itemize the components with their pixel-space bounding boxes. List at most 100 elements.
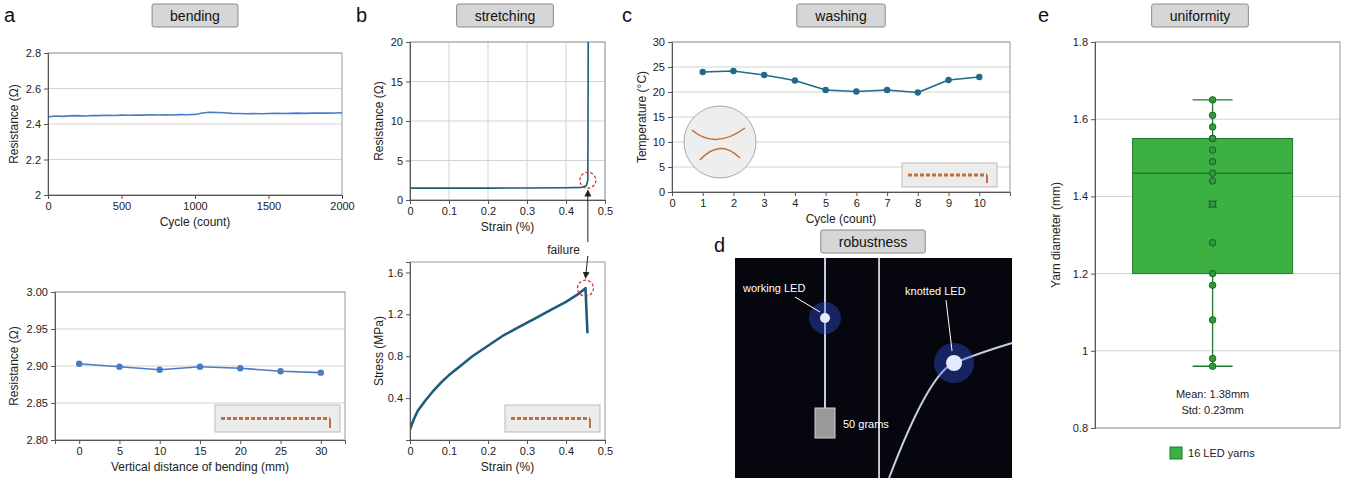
tick: 1.2 [1073, 268, 1095, 280]
tick: 2 [35, 189, 48, 201]
tick-label: 10 [653, 136, 665, 148]
axis-line [668, 43, 673, 193]
data-point [730, 68, 736, 74]
label-pointer [946, 300, 952, 351]
panel-title: washing [814, 8, 866, 24]
tick-label: 30 [315, 445, 327, 457]
tick: 2.95 [27, 323, 55, 335]
tick: 1 [1082, 345, 1095, 357]
tick-label: 1.4 [1073, 190, 1088, 202]
tick-label: 0.2 [481, 445, 496, 457]
tick-label: 0.1 [442, 445, 457, 457]
tick-label: 500 [113, 200, 131, 212]
data-point [1209, 201, 1216, 208]
tick-label: 0 [407, 205, 413, 217]
grid-line [410, 121, 605, 122]
panel-letter: a [4, 4, 16, 26]
tick-mark [44, 124, 48, 125]
tick: 0.1 [442, 200, 457, 217]
tick-mark [979, 192, 980, 196]
axis: 0.811.21.41.61.8 [1073, 36, 1096, 434]
axis: 05101520 [391, 36, 411, 206]
tick-label: 15 [391, 76, 403, 88]
grid-line [410, 81, 605, 82]
axis-line [673, 193, 1011, 197]
tick: 2.6 [26, 83, 48, 95]
tick-label: 0.2 [481, 205, 496, 217]
tick: 10 [391, 115, 410, 127]
photo-label: working LED [742, 282, 805, 294]
tick-mark [406, 82, 410, 83]
data-point [1209, 112, 1216, 119]
tick-label: 0.1 [442, 205, 457, 217]
tick-label: 0.3 [520, 205, 535, 217]
tick-mark [44, 53, 48, 54]
fiber [889, 343, 1012, 478]
inset-yarn [221, 417, 330, 420]
tick: 2.8 [26, 47, 48, 59]
axis-line [44, 54, 49, 196]
tick-label: 8 [915, 197, 921, 209]
inset-frame [902, 163, 997, 187]
tick-label: 0.4 [559, 205, 574, 217]
inset-frame [505, 405, 600, 432]
annotation-arrow [587, 190, 588, 242]
axis-line [56, 441, 346, 445]
annotation: Std: 0.23mm [1181, 404, 1243, 416]
tick-label: 25 [653, 61, 665, 73]
data-point [76, 361, 82, 367]
label-pointer [795, 297, 820, 312]
tick-label: 20 [653, 86, 665, 98]
tick-label: 1.2 [1073, 268, 1088, 280]
data-point [792, 77, 798, 83]
tick-mark [51, 366, 55, 367]
tick-label: 2.6 [26, 83, 41, 95]
panel-header: uniformity [1152, 4, 1249, 27]
x-axis-title: Vertical distance of bending (mm) [111, 460, 289, 474]
chart: 00.10.20.30.40.505101520Strain (%)Resist… [372, 36, 613, 234]
chart: 050010001500200022.22.42.62.8Cycle (coun… [7, 47, 355, 229]
tick-mark [668, 92, 672, 93]
plot-frame [1095, 42, 1340, 428]
tick: 0.8 [1073, 422, 1095, 434]
plot-frame [410, 262, 605, 440]
tick-mark [342, 195, 343, 199]
tick-mark [51, 292, 55, 293]
tick-mark [406, 398, 410, 399]
tick-label: 0.4 [388, 392, 403, 404]
y-axis-title: Resistance (Ω) [7, 326, 21, 406]
grid-line [672, 92, 1010, 93]
tick-mark [668, 42, 672, 43]
tick-mark [51, 403, 55, 404]
tick: 2 [731, 192, 737, 209]
grid-line [1095, 350, 1340, 351]
plot-frame [672, 42, 1010, 192]
inset-yarn-end [986, 175, 988, 183]
tick-mark [1091, 196, 1095, 197]
tick-mark [44, 160, 48, 161]
led [820, 313, 830, 323]
tick: 3.00 [27, 286, 55, 298]
data-point [761, 72, 767, 78]
inset-frame [215, 405, 340, 432]
tick-mark [44, 195, 48, 196]
tick-label: 30 [653, 36, 665, 48]
tick-mark [321, 440, 322, 444]
tick: 20 [653, 86, 672, 98]
y-axis-title: Stress (MPa) [372, 316, 386, 386]
tick: 1.4 [1073, 190, 1095, 202]
tick: 1.8 [1073, 36, 1095, 48]
tick: 2.85 [27, 397, 55, 409]
tick-label: 1 [1082, 345, 1088, 357]
tick-label: 3.00 [27, 286, 48, 298]
inset-photo [505, 405, 600, 432]
tick: 15 [391, 76, 410, 88]
axis-line [1091, 43, 1096, 429]
tick-mark [795, 192, 796, 196]
plot-frame [48, 53, 342, 195]
panel-title: robustness [839, 234, 907, 250]
grid-line [48, 88, 342, 89]
panel-header: robustness [821, 230, 925, 253]
data-point [277, 368, 283, 374]
tick: 25 [653, 61, 672, 73]
